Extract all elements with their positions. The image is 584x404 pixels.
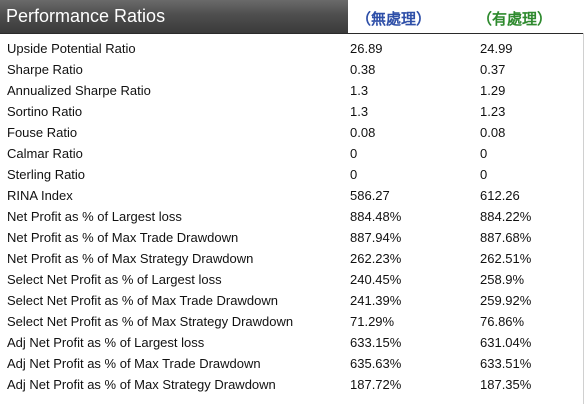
table-row: Adj Net Profit as % of Max Strategy Draw… [0,374,584,395]
column-header-processed-label: （有處理） [477,10,553,28]
value-processed: 0 [480,146,488,161]
ratio-label: Annualized Sharpe Ratio [7,83,151,98]
column-header-unprocessed: （無處理） [348,0,475,33]
ratio-label: Net Profit as % of Largest loss [7,209,182,224]
table-row: Sharpe Ratio 0.38 0.37 [0,59,584,80]
value-processed: 258.9% [480,272,525,287]
table-row: Calmar Ratio 0 0 [0,143,584,164]
ratio-label: Sharpe Ratio [7,62,83,77]
table-row: Adj Net Profit as % of Max Trade Drawdow… [0,353,584,374]
value-processed: 262.51% [480,251,532,266]
value-unprocessed: 262.23% [350,251,402,266]
value-unprocessed: 0 [350,167,358,182]
column-header-processed: （有處理） [475,0,584,33]
ratio-label: Net Profit as % of Max Strategy Drawdown [7,251,254,266]
ratio-label: Adj Net Profit as % of Largest loss [7,335,205,350]
column-header-unprocessed-label: （無處理） [356,10,432,28]
value-unprocessed: 884.48% [350,209,402,224]
value-processed: 631.04% [480,335,532,350]
value-processed: 1.29 [480,83,506,98]
table-row: Net Profit as % of Max Strategy Drawdown… [0,248,584,269]
table-row: Sortino Ratio 1.3 1.23 [0,101,584,122]
value-unprocessed: 633.15% [350,335,402,350]
value-processed: 633.51% [480,356,532,371]
table-row: RINA Index 586.27 612.26 [0,185,584,206]
value-unprocessed: 241.39% [350,293,402,308]
value-processed: 0.37 [480,62,506,77]
value-unprocessed: 0 [350,146,358,161]
value-unprocessed: 1.3 [350,104,369,119]
value-processed: 76.86% [480,314,525,329]
table-row: Sterling Ratio 0 0 [0,164,584,185]
ratio-label: Sterling Ratio [7,167,86,182]
value-unprocessed: 240.45% [350,272,402,287]
ratio-label: Select Net Profit as % of Max Trade Draw… [7,293,278,308]
table-row: Net Profit as % of Largest loss 884.48% 88… [0,206,584,227]
value-unprocessed: 1.3 [350,83,369,98]
ratio-label: Adj Net Profit as % of Max Strategy Draw… [7,377,276,392]
value-unprocessed: 586.27 [350,188,390,203]
value-processed: 0 [480,167,488,182]
ratio-label: Select Net Profit as % of Max Strategy D… [7,314,294,329]
ratio-label: Adj Net Profit as % of Max Trade Drawdow… [7,356,261,371]
value-processed: 612.26 [480,188,520,203]
panel-title: Performance Ratios [6,6,166,26]
value-processed: 259.92% [480,293,532,308]
value-processed: 187.35% [480,377,532,392]
value-unprocessed: 0.08 [350,125,376,140]
ratio-table: Upside Potential Ratio 26.89 24.99 Sharpe R… [0,38,584,395]
table-row: Fouse Ratio 0.08 0.08 [0,122,584,143]
table-row: Select Net Profit as % of Max Strategy D… [0,311,584,332]
table-row: Select Net Profit as % of Largest loss 24… [0,269,584,290]
value-processed: 1.23 [480,104,506,119]
ratio-label: Fouse Ratio [7,125,78,140]
ratio-label: Net Profit as % of Max Trade Drawdown [7,230,239,245]
ratio-label: Upside Potential Ratio [7,41,136,56]
table-row: Net Profit as % of Max Trade Drawdown 887… [0,227,584,248]
panel-header: Performance Ratios （無處理） （有處理） [0,0,584,34]
ratio-label: Calmar Ratio [7,146,83,161]
value-unprocessed: 635.63% [350,356,402,371]
value-unprocessed: 0.38 [350,62,376,77]
ratio-label: Sortino Ratio [7,104,83,119]
value-unprocessed: 26.89 [350,41,383,56]
table-row: Upside Potential Ratio 26.89 24.99 [0,38,584,59]
ratio-label: Select Net Profit as % of Largest loss [7,272,222,287]
value-processed: 884.22% [480,209,532,224]
table-row: Adj Net Profit as % of Largest loss 633.1… [0,332,584,353]
value-unprocessed: 887.94% [350,230,402,245]
table-row: Annualized Sharpe Ratio 1.3 1.29 [0,80,584,101]
value-processed: 887.68% [480,230,532,245]
value-processed: 0.08 [480,125,506,140]
ratio-label: RINA Index [7,188,73,203]
value-processed: 24.99 [480,41,513,56]
value-unprocessed: 187.72% [350,377,402,392]
value-unprocessed: 71.29% [350,314,395,329]
table-row: Select Net Profit as % of Max Trade Draw… [0,290,584,311]
